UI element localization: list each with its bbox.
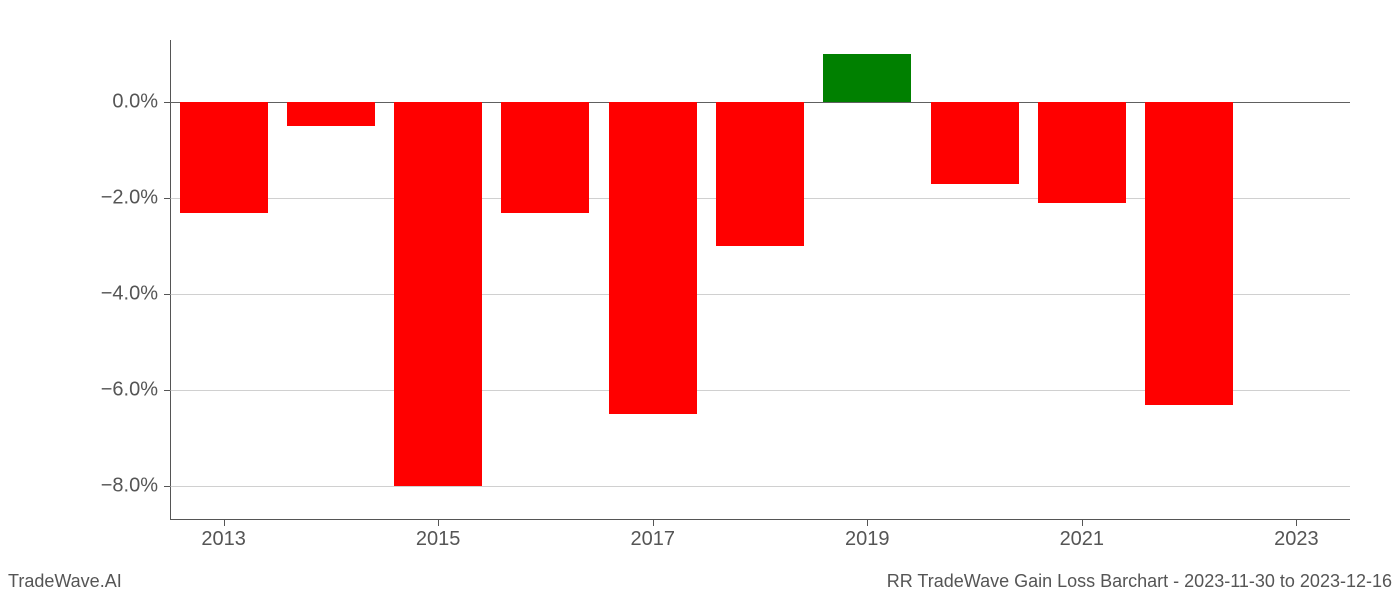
y-tick-mark: [164, 294, 170, 295]
x-tick-mark: [867, 520, 868, 526]
y-tick-label: 0.0%: [78, 91, 158, 114]
chart-area: 0.0%−2.0%−4.0%−6.0%−8.0%2013201520172019…: [170, 40, 1350, 520]
y-tick-label: −2.0%: [78, 187, 158, 210]
bar: [823, 54, 911, 102]
bar: [394, 102, 482, 486]
plot-region: 0.0%−2.0%−4.0%−6.0%−8.0%2013201520172019…: [170, 40, 1350, 520]
y-tick-label: −6.0%: [78, 379, 158, 402]
x-tick-label: 2013: [201, 528, 246, 551]
bar: [609, 102, 697, 414]
x-tick-label: 2019: [845, 528, 890, 551]
x-tick-mark: [653, 520, 654, 526]
y-tick-label: −4.0%: [78, 283, 158, 306]
x-tick-label: 2023: [1274, 528, 1319, 551]
bar: [501, 102, 589, 212]
x-tick-mark: [1296, 520, 1297, 526]
y-tick-mark: [164, 198, 170, 199]
x-axis-spine: [170, 519, 1350, 520]
x-tick-label: 2017: [630, 528, 675, 551]
x-tick-label: 2021: [1060, 528, 1105, 551]
y-tick-label: −8.0%: [78, 475, 158, 498]
x-tick-mark: [1082, 520, 1083, 526]
bar: [287, 102, 375, 126]
bar: [931, 102, 1019, 184]
y-axis-spine: [170, 40, 171, 520]
x-tick-mark: [438, 520, 439, 526]
bar: [716, 102, 804, 246]
x-tick-label: 2015: [416, 528, 461, 551]
bar: [180, 102, 268, 212]
footer-left-text: TradeWave.AI: [8, 571, 122, 592]
gridline: [170, 486, 1350, 487]
footer-right-text: RR TradeWave Gain Loss Barchart - 2023-1…: [887, 571, 1392, 592]
y-tick-mark: [164, 486, 170, 487]
y-tick-mark: [164, 390, 170, 391]
bar: [1145, 102, 1233, 404]
bar: [1038, 102, 1126, 203]
x-tick-mark: [224, 520, 225, 526]
